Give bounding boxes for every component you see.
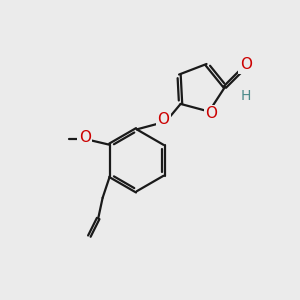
- Text: H: H: [241, 89, 251, 103]
- Text: O: O: [158, 112, 169, 127]
- Text: O: O: [206, 106, 218, 122]
- Text: O: O: [240, 57, 252, 72]
- Text: O: O: [79, 130, 91, 145]
